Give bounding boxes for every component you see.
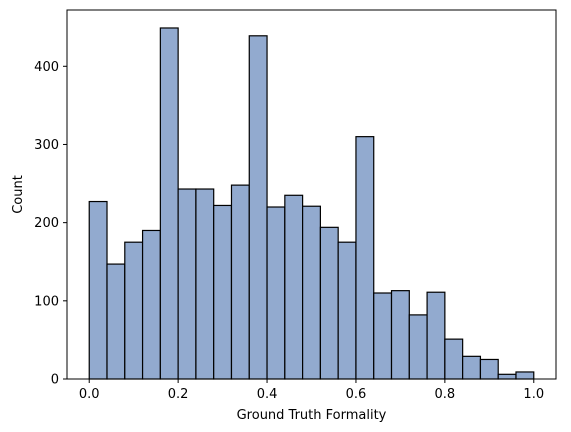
histogram-bar	[408, 314, 428, 380]
histogram-bar	[141, 229, 161, 380]
x-axis-label: Ground Truth Formality	[237, 408, 387, 423]
y-tick-label: 100	[34, 294, 59, 309]
histogram-bar	[373, 292, 393, 380]
histogram-bar	[284, 194, 304, 380]
x-tick-label: 0.4	[257, 387, 278, 402]
y-tick-label: 300	[34, 138, 59, 153]
x-tick-label: 0.8	[435, 387, 456, 402]
histogram-bar	[213, 204, 233, 380]
x-tick-label: 0.0	[79, 387, 100, 402]
histogram-bar	[266, 206, 286, 380]
histogram-bar	[462, 355, 482, 380]
y-axis: 0 100 200 300 400	[34, 60, 67, 388]
histogram-bar	[479, 358, 499, 380]
histogram-bar	[355, 136, 375, 380]
histogram-bar	[248, 35, 268, 380]
plot-frame	[66, 9, 557, 380]
histogram-bar	[337, 241, 357, 380]
x-axis: 0.0 0.2 0.4 0.6 0.8 1.0	[79, 379, 544, 402]
histogram-bar	[88, 200, 108, 380]
histogram-bar	[497, 373, 517, 380]
histogram-bar	[444, 338, 464, 380]
y-tick-label: 0	[51, 373, 59, 388]
histogram-bar	[177, 188, 197, 380]
histogram-bars	[88, 27, 535, 380]
histogram-bar	[390, 290, 410, 380]
histogram-bar	[302, 205, 321, 380]
y-tick-label: 400	[34, 60, 59, 75]
histogram-bar	[319, 226, 339, 380]
x-tick-label: 0.6	[346, 387, 367, 402]
histogram-bar	[515, 371, 535, 380]
x-tick-label: 0.2	[168, 387, 189, 402]
y-axis-label: Count	[11, 175, 26, 214]
histogram-bar	[124, 241, 144, 380]
histogram-bar	[195, 188, 215, 380]
histogram-bar	[106, 263, 126, 380]
x-tick-label: 1.0	[523, 387, 544, 402]
histogram-bar	[230, 184, 250, 380]
histogram-bar	[426, 291, 446, 380]
histogram-bar	[159, 27, 179, 380]
y-tick-label: 200	[34, 216, 59, 231]
